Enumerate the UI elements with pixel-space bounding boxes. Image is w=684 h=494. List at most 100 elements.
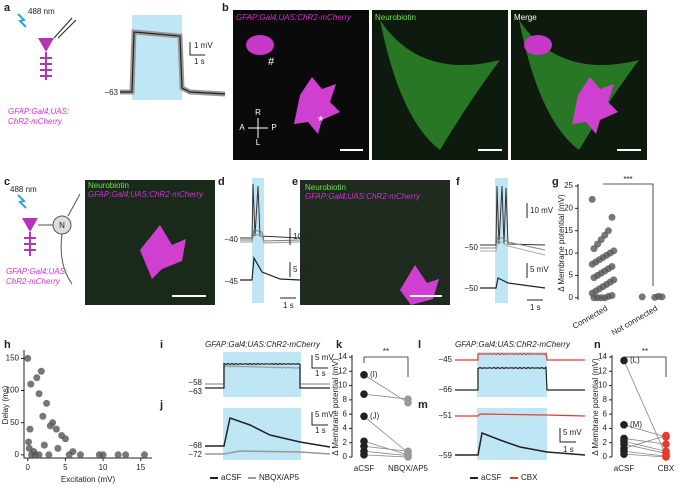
genotype: GFAP:Gal4;UAS:ChR2-mCherry: [455, 340, 571, 349]
neuron-label: N: [59, 221, 65, 230]
trace: [205, 417, 331, 448]
data-point: [590, 294, 598, 302]
trace: [480, 185, 546, 246]
scale-label: 1 s: [315, 426, 326, 435]
panel-label: b: [222, 2, 229, 14]
x-tick-label: 0: [26, 463, 31, 472]
pair-line: [623, 443, 667, 454]
data-point: [45, 451, 53, 459]
y-tick-label: 8: [343, 395, 348, 404]
data-point: [620, 450, 628, 458]
y-tick-label: 50: [10, 418, 19, 427]
panel-label: f: [456, 176, 460, 188]
cell-blob: [524, 35, 552, 55]
data-point: [52, 425, 60, 433]
data-point: [404, 453, 412, 461]
legend-label: aCSF: [481, 473, 502, 482]
y-tick-label: 8: [603, 395, 608, 404]
image-title: Neurobiotin: [375, 13, 416, 22]
cell-blob: [246, 35, 274, 55]
light-stimulus: [132, 15, 182, 100]
trace: [240, 256, 301, 281]
data-point: [590, 245, 598, 253]
y-axis-label: Δ Membrane potential (mV): [331, 358, 340, 456]
scale-label: 5 mV: [315, 353, 334, 362]
point-label: (L): [630, 356, 640, 365]
y-tick-label: 14: [598, 352, 607, 361]
legend-label: aCSF: [221, 473, 242, 482]
stain-blob: [519, 20, 639, 150]
data-point: [588, 260, 596, 268]
baseline-label: −66: [438, 385, 452, 394]
astrocyte-icon: [22, 218, 38, 232]
trace: [205, 450, 331, 455]
data-point: [37, 367, 45, 375]
y-tick-label: 0: [603, 452, 608, 461]
x-tick-label: CBX: [658, 464, 675, 473]
orientation: P: [271, 123, 276, 132]
pair-line: [623, 438, 667, 445]
data-point: [638, 293, 646, 301]
light-label: 488 nm: [10, 185, 37, 194]
significance: **: [642, 347, 648, 356]
scale-label: 5 mV: [530, 265, 549, 274]
point-label: (I): [370, 370, 378, 379]
data-point: [39, 412, 47, 420]
significance: **: [383, 347, 389, 356]
scale-label: 1 s: [283, 301, 294, 310]
scale-label: 1 s: [315, 369, 326, 378]
genotype: ChR2-mCherry: [6, 277, 61, 286]
significance-bracket: [603, 183, 654, 286]
baseline-label: −50: [464, 243, 478, 252]
y-tick-label: 10: [598, 381, 607, 390]
scale-bar: [311, 412, 328, 426]
cell-blob: [140, 225, 186, 279]
trace: [480, 235, 546, 251]
y-tick-label: 0: [15, 450, 20, 459]
light-stimulus: [477, 352, 547, 397]
panel-label: c: [4, 176, 10, 188]
panel-label: m: [418, 399, 428, 411]
data-point: [360, 412, 368, 421]
data-point: [26, 425, 34, 433]
orientation: A: [239, 123, 245, 132]
baseline-label: −45: [224, 277, 238, 286]
orientation: R: [255, 108, 261, 117]
panel-label: e: [292, 176, 298, 188]
y-tick-label: 25: [564, 181, 573, 190]
data-point: [35, 451, 43, 459]
panel-label: d: [218, 176, 225, 188]
genotype: GFAP:Gal4;UAS:: [6, 267, 67, 276]
y-tick-label: 4: [603, 424, 608, 433]
panel-label: k: [336, 339, 343, 351]
image-title: Merge: [514, 13, 537, 22]
y-tick-label: 2: [343, 438, 348, 447]
axis-line: [23, 350, 152, 459]
scale-label: 5 mV: [315, 410, 334, 419]
data-point: [27, 380, 35, 388]
baseline-label: −63: [104, 88, 118, 97]
orientation-cross: [248, 118, 268, 138]
data-point: [662, 440, 670, 448]
data-point: [43, 399, 51, 407]
scale-label: 5 mV: [563, 428, 582, 437]
trace: [240, 183, 301, 239]
stain-label: GFAP:Gal4;UAS:ChR2-mCherry: [88, 190, 204, 199]
y-tick-label: 20: [564, 203, 573, 212]
data-point: [140, 451, 148, 459]
scale-bar: [559, 428, 576, 443]
trace: [240, 233, 301, 244]
baseline-label: −40: [224, 235, 238, 244]
pair-line: [363, 445, 409, 452]
y-tick-label: 100: [6, 386, 20, 395]
data-point: [360, 451, 368, 459]
trace: [205, 364, 330, 385]
marker: *: [318, 113, 324, 129]
data-point: [61, 435, 69, 443]
scale-label: 10 mV: [530, 206, 554, 215]
y-tick-label: 2: [603, 438, 608, 447]
data-point: [33, 374, 41, 382]
data-point: [662, 453, 670, 461]
trace: [455, 431, 586, 456]
data-point: [360, 371, 368, 379]
